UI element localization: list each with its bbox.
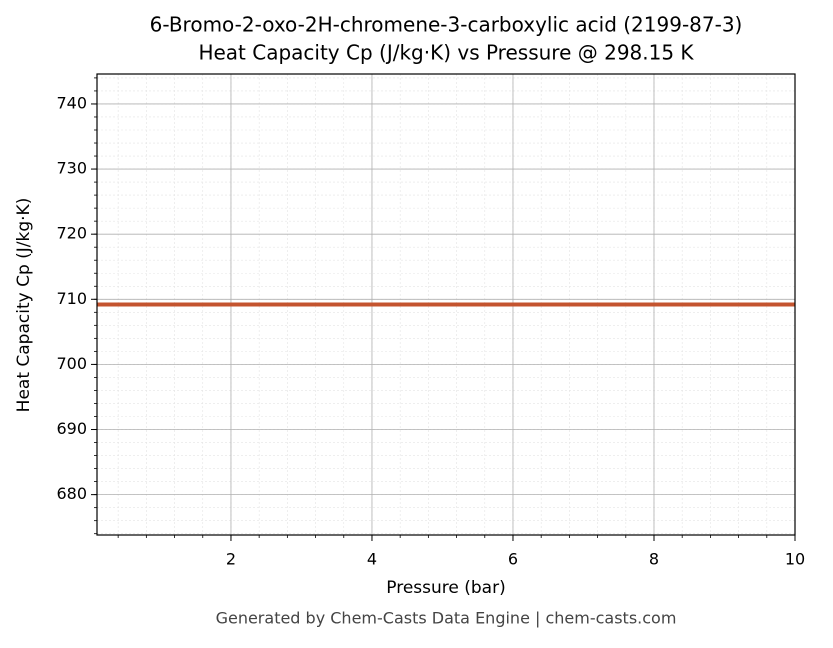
chart-subtitle: Heat Capacity Cp (J/kg·K) vs Pressure @ …	[198, 41, 694, 65]
x-tick-label: 8	[649, 550, 659, 569]
y-tick-label: 680	[56, 484, 87, 503]
plot-frame	[96, 73, 796, 536]
y-axis-label: Heat Capacity Cp (J/kg·K)	[14, 198, 34, 413]
x-tick-label: 4	[367, 550, 377, 569]
x-axis-label: Pressure (bar)	[386, 578, 505, 598]
chart-title: 6-Bromo-2-oxo-2H-chromene-3-carboxylic a…	[150, 13, 743, 37]
y-tick-label: 710	[56, 289, 87, 308]
y-tick-label: 690	[56, 419, 87, 438]
x-tick-label: 10	[785, 550, 805, 569]
x-tick-label: 6	[508, 550, 518, 569]
x-tick-label: 2	[226, 550, 236, 569]
y-tick-label: 730	[56, 159, 87, 178]
y-tick-label: 740	[56, 93, 87, 112]
footer: Generated by Chem-Casts Data Engine | ch…	[216, 609, 677, 628]
y-tick-label: 720	[56, 224, 87, 243]
y-tick-label: 700	[56, 354, 87, 373]
